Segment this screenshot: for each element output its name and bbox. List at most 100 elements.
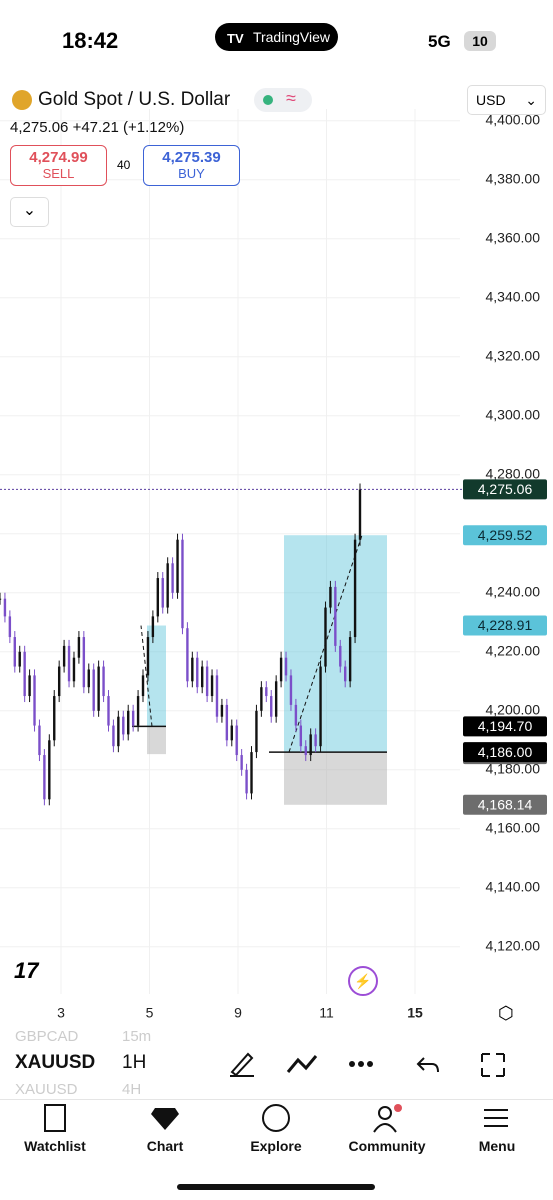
candle: [127, 710, 130, 735]
candle: [43, 755, 46, 800]
symbol[interactable]: XAUUSD: [15, 1052, 96, 1073]
profit-zone: [147, 625, 166, 727]
candle: [13, 637, 16, 667]
network: 5G: [428, 32, 451, 51]
candle: [191, 657, 194, 682]
expand-button[interactable]: ⌄: [10, 197, 49, 227]
candle: [358, 489, 362, 540]
candle: [339, 645, 342, 667]
currency-select[interactable]: USD ⌄: [467, 85, 546, 115]
candle: [299, 725, 303, 747]
prev-interval: 15m: [122, 1028, 152, 1045]
sell-button[interactable]: 4,274.99 SELL: [10, 145, 107, 186]
candle: [279, 657, 283, 682]
candle: [146, 637, 150, 676]
change-pct: (+1.12%): [123, 119, 185, 136]
price-tag: [463, 794, 547, 815]
y-tick-label: 4,160.00: [486, 820, 541, 836]
logo: TV: [227, 31, 244, 46]
dynamic-island: TradingView: [215, 23, 338, 51]
symbol-name[interactable]: Gold Spot / U.S. Dollar: [38, 89, 231, 110]
buy-button[interactable]: 4,275.39 BUY: [143, 145, 240, 186]
community-icon: [378, 1106, 392, 1120]
candle: [255, 710, 258, 753]
candle: [284, 657, 288, 676]
interval[interactable]: 1H: [122, 1052, 147, 1073]
candle: [210, 675, 214, 697]
sell-label: SELL: [42, 166, 75, 181]
candle: [117, 716, 120, 747]
candle: [33, 675, 36, 726]
y-tick-label: 4,200.00: [486, 702, 541, 718]
tab-label: Chart: [146, 1138, 184, 1154]
buy-label: BUY: [178, 166, 205, 181]
tab-label: Explore: [250, 1138, 302, 1154]
more-button[interactable]: [349, 1061, 373, 1067]
price-tag-label: 4,259.52: [478, 527, 533, 543]
candle: [0, 598, 2, 600]
y-tick-label: 4,380.00: [486, 171, 541, 187]
data-icon: ≈: [286, 88, 296, 108]
trade-path: [140, 625, 153, 727]
indicator-tool[interactable]: [286, 1055, 318, 1073]
x-tick-label: 9: [234, 1005, 242, 1021]
y-tick-label: 4,120.00: [486, 938, 541, 954]
tab-label: Watchlist: [24, 1138, 86, 1154]
candle: [294, 704, 298, 726]
x-tick-label: 11: [319, 1005, 334, 1021]
tab[interactable]: Watchlist: [0, 1100, 110, 1154]
prev-symbol: GBPCAD: [15, 1028, 79, 1045]
y-tick-label: 4,340.00: [486, 289, 541, 305]
candle: [309, 734, 312, 756]
candle: [235, 725, 238, 756]
next-symbol: XAUUSD: [15, 1081, 78, 1098]
candle: [186, 628, 189, 682]
clock: 18:42: [62, 28, 119, 53]
lightning-button[interactable]: ⚡: [348, 966, 378, 996]
candle: [53, 696, 56, 741]
gold-icon: [12, 90, 32, 110]
candle: [304, 746, 307, 756]
tab[interactable]: Chart: [110, 1100, 220, 1154]
candle: [28, 675, 31, 697]
candle: [72, 657, 76, 682]
settings-button[interactable]: ⬡: [498, 1003, 514, 1023]
sell-price: 4,274.99: [29, 149, 88, 166]
tab-icons: [44, 1104, 508, 1133]
prev-symbol-row: GBPCAD 15m: [15, 1028, 151, 1045]
tab-label: Menu: [478, 1138, 516, 1154]
fullscreen-button[interactable]: [481, 1053, 505, 1077]
battery: 10: [464, 31, 496, 51]
loss-zone: [147, 726, 166, 755]
candle: [87, 669, 90, 688]
loss-zone: [284, 752, 387, 805]
undo-button[interactable]: [416, 1057, 439, 1073]
price-tag-label: 4,228.91: [478, 617, 533, 633]
tab[interactable]: Community: [332, 1100, 442, 1154]
tab[interactable]: Explore: [221, 1100, 331, 1154]
explore-icon: [262, 1104, 290, 1132]
candle: [240, 755, 243, 770]
candle: [274, 681, 278, 717]
candle: [107, 696, 110, 726]
candle: [324, 607, 327, 667]
candle: [205, 666, 209, 697]
candle: [161, 578, 164, 608]
candle: [97, 666, 100, 711]
price-tag: [463, 716, 547, 737]
candle: [319, 666, 322, 747]
candle: [314, 734, 317, 747]
draw-tool[interactable]: [230, 1052, 254, 1077]
last-price: 4,275.06: [10, 119, 69, 136]
candle: [176, 539, 179, 593]
price-tag: [463, 742, 547, 763]
candle: [181, 539, 184, 629]
candle: [220, 704, 224, 717]
buy-price: 4,275.39: [162, 149, 221, 166]
x-tick-label: 3: [57, 1005, 65, 1021]
candle: [166, 563, 169, 608]
y-tick-label: 4,400.00: [486, 112, 541, 128]
candle: [92, 669, 95, 711]
tab[interactable]: Menu: [442, 1100, 552, 1154]
candle: [250, 752, 253, 794]
